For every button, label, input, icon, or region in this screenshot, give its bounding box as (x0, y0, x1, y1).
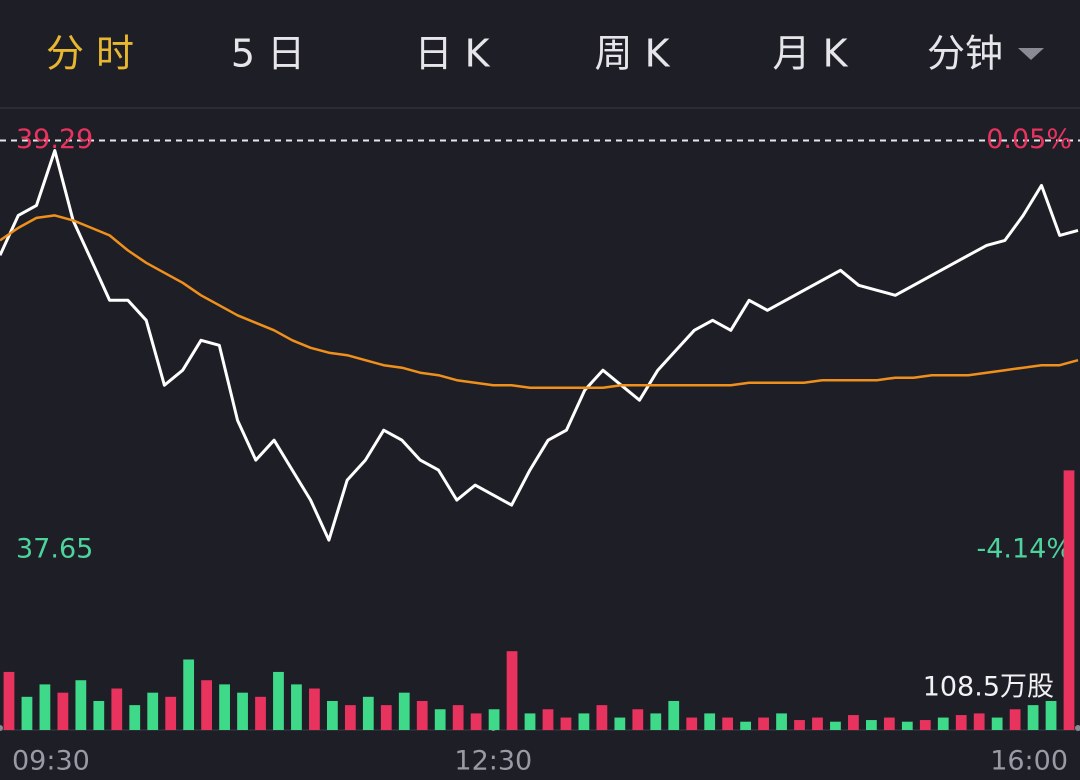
volume-bar (830, 721, 841, 730)
tab[interactable]: 日 K (415, 32, 491, 76)
volume-bar (165, 696, 177, 730)
tab[interactable]: 月 K (773, 32, 849, 76)
volume-bar (183, 659, 195, 730)
tab[interactable]: 分 时 (46, 32, 134, 76)
x-tick-label: 16:00 (990, 746, 1068, 777)
volume-bar (722, 717, 734, 730)
volume-bar (326, 700, 338, 730)
volume-bar (416, 700, 428, 730)
volume-bar (1009, 709, 1021, 730)
volume-bar (362, 696, 374, 730)
volume-bar (758, 717, 769, 730)
volume-bar (650, 713, 662, 730)
volume-bar (740, 721, 752, 730)
price-line (0, 214, 1079, 389)
tab[interactable]: 周 K (595, 32, 671, 76)
x-tick-label: 09:30 (12, 746, 90, 777)
volume-bar (147, 692, 159, 730)
volume-bar (470, 713, 482, 730)
volume-bar (865, 720, 877, 730)
volume-bar (668, 700, 680, 730)
volume-bar (452, 705, 464, 730)
volume-scale-label: 108.5万股 (923, 672, 1054, 703)
volume-bar (57, 692, 69, 730)
x-tick-dot (1075, 725, 1080, 731)
volume-bar (776, 713, 787, 730)
volume-bar (506, 651, 518, 730)
y2-tick-label: 0.05% (986, 124, 1072, 155)
volume-bar (883, 717, 895, 730)
tab[interactable]: 5 日 (231, 32, 305, 76)
volume-bar (380, 705, 392, 730)
volume-bar (901, 721, 913, 730)
volume-bar (848, 715, 859, 730)
volume-bar (3, 671, 15, 730)
volume-bar (309, 688, 320, 730)
volume-bar (973, 713, 985, 730)
volume-bar (344, 705, 356, 730)
volume-bar (524, 713, 536, 730)
volume-bar (129, 705, 141, 730)
volume-bar (578, 713, 590, 730)
y2-tick-label: -4.14% (976, 533, 1072, 564)
volume-bar (542, 709, 554, 730)
volume-bar (1063, 470, 1075, 730)
volume-bar (434, 709, 446, 730)
volume-bar (488, 709, 500, 730)
volume-bar (812, 717, 823, 730)
dropdown-arrow[interactable] (1018, 48, 1044, 60)
price-line (0, 149, 1079, 542)
volume-bar (201, 680, 213, 730)
volume-bar (794, 720, 805, 730)
volume-bar (937, 717, 949, 730)
volume-bar (704, 713, 716, 730)
volume-bar (21, 696, 33, 730)
volume-bar (632, 709, 644, 730)
volume-bar (93, 700, 105, 730)
volume-bar (560, 717, 572, 730)
volume-bar (273, 671, 284, 730)
volume-bar (955, 715, 967, 730)
tab[interactable]: 分钟 (927, 32, 1003, 76)
volume-bar (398, 692, 410, 730)
volume-bar (614, 717, 626, 730)
volume-bar (111, 688, 123, 730)
volume-bar (75, 680, 87, 730)
volume-bar (686, 717, 698, 730)
volume-bar (919, 720, 931, 730)
volume-bar (255, 696, 266, 730)
y-tick-label: 37.65 (16, 534, 93, 565)
volume-bar (1045, 700, 1057, 730)
volume-bar (219, 684, 230, 730)
volume-bar (991, 717, 1003, 730)
volume-bar (291, 684, 302, 730)
volume-bar (237, 692, 248, 730)
x-tick-dot (0, 725, 3, 731)
volume-bar (39, 684, 51, 730)
volume-bar (1027, 705, 1039, 730)
volume-bar (596, 705, 608, 730)
x-tick-label: 12:30 (454, 746, 532, 777)
